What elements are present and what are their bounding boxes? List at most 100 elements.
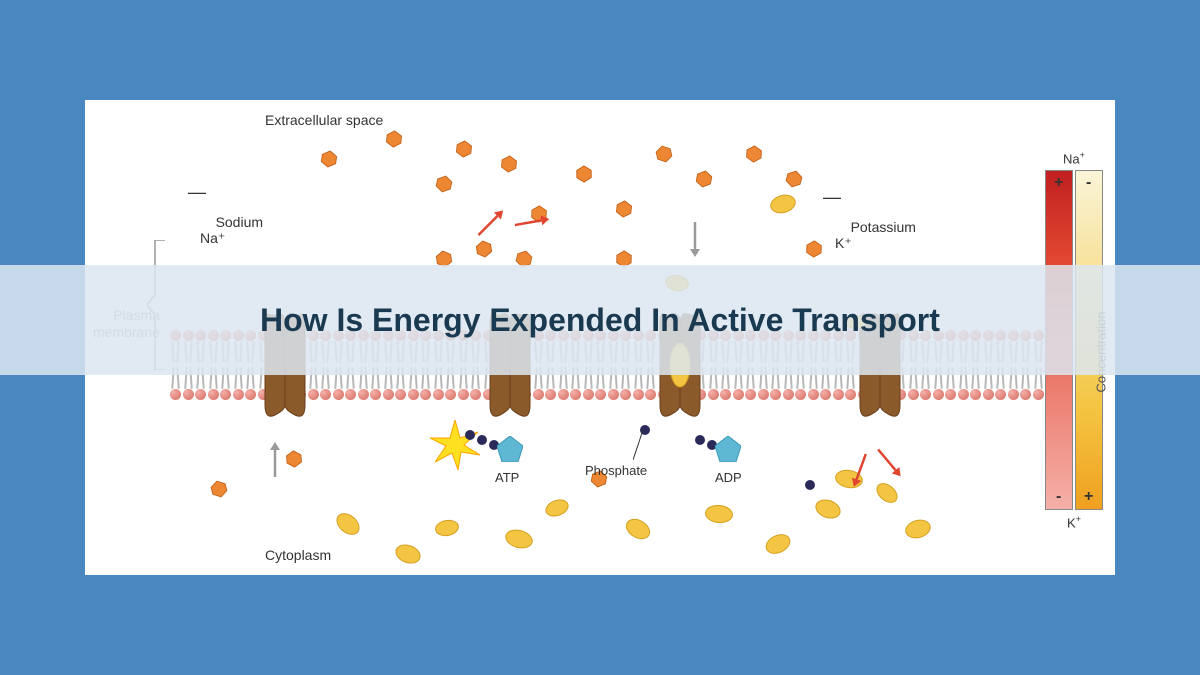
lipid-head — [220, 389, 231, 400]
sodium-ion-icon — [745, 145, 764, 164]
direction-arrow-icon — [514, 212, 552, 237]
potassium-ion-icon — [813, 496, 844, 522]
lipid-head — [208, 389, 219, 400]
label-adp: ADP — [715, 470, 742, 485]
atp-pentagon-icon — [497, 436, 523, 462]
sodium-ion-icon — [208, 478, 230, 500]
lipid-head — [608, 389, 619, 400]
label-cytoplasm: Cytoplasm — [265, 547, 331, 563]
plus-top-left: + — [1054, 174, 1063, 192]
lipid-head — [333, 389, 344, 400]
lipid-head — [470, 389, 481, 400]
lipid-head — [1008, 389, 1019, 400]
label-atp: ATP — [495, 470, 519, 485]
lipid-head — [420, 389, 431, 400]
sodium-ion-icon — [805, 240, 824, 259]
potassium-ion-icon — [903, 517, 933, 541]
sodium-ion-icon — [284, 449, 303, 468]
sodium-ion-icon — [384, 129, 404, 149]
lipid-head — [958, 389, 969, 400]
label-na: Na+ — [1063, 150, 1085, 166]
lipid-head — [570, 389, 581, 400]
lipid-head — [370, 389, 381, 400]
lipid-head — [358, 389, 369, 400]
lipid-head — [1033, 389, 1044, 400]
potassium-ion-icon — [543, 496, 571, 519]
phosphate-dot — [465, 430, 475, 440]
adp-pentagon-icon — [715, 436, 741, 462]
sodium-ion-icon — [319, 149, 339, 169]
direction-arrow-icon — [473, 205, 511, 243]
potassium-ion-icon — [434, 518, 460, 538]
label-sodium-text: Sodium Na⁺ — [200, 214, 263, 247]
title-banner: How Is Energy Expended In Active Transpo… — [0, 265, 1200, 375]
potassium-ion-icon — [704, 504, 733, 524]
lipid-head — [983, 389, 994, 400]
lipid-head — [733, 389, 744, 400]
label-potassium: — Potassium K⁺ — [835, 185, 916, 269]
direction-arrow-icon — [869, 445, 906, 484]
title-text: How Is Energy Expended In Active Transpo… — [260, 300, 940, 340]
sodium-ion-icon — [474, 239, 494, 259]
phosphate-dot — [805, 480, 815, 490]
potassium-ion-icon — [768, 192, 798, 216]
potassium-ion-icon — [332, 509, 363, 540]
lipid-head — [245, 389, 256, 400]
sodium-ion-icon — [783, 168, 805, 190]
sodium-ion-icon — [653, 143, 675, 165]
phosphate-dot — [477, 435, 487, 445]
sodium-ion-icon — [499, 154, 519, 174]
lipid-head — [783, 389, 794, 400]
lipid-head — [620, 389, 631, 400]
minus-bot-left: - — [1056, 488, 1061, 506]
plus-bot-right: + — [1084, 488, 1093, 506]
lipid-head — [445, 389, 456, 400]
lipid-head — [170, 389, 181, 400]
lipid-head — [808, 389, 819, 400]
lipid-head — [708, 389, 719, 400]
lipid-head — [558, 389, 569, 400]
lipid-head — [945, 389, 956, 400]
sodium-ion-icon — [614, 199, 634, 219]
direction-arrow-icon — [268, 442, 287, 477]
lipid-head — [345, 389, 356, 400]
lipid-head — [183, 389, 194, 400]
lipid-head — [970, 389, 981, 400]
lipid-head — [320, 389, 331, 400]
lipid-head — [833, 389, 844, 400]
direction-arrow-icon — [683, 222, 702, 257]
sodium-ion-icon — [433, 173, 454, 194]
phosphate-dot — [695, 435, 705, 445]
lipid-head — [758, 389, 769, 400]
lipid-head — [745, 389, 756, 400]
lipid-head — [1020, 389, 1031, 400]
lipid-head — [720, 389, 731, 400]
sodium-ion-icon — [454, 139, 474, 159]
lipid-head — [383, 389, 394, 400]
label-k: K+ — [1067, 514, 1081, 530]
lipid-head — [583, 389, 594, 400]
label-sodium: — Sodium Na⁺ — [200, 180, 263, 264]
lipid-head — [233, 389, 244, 400]
lipid-head — [933, 389, 944, 400]
lipid-head — [795, 389, 806, 400]
lipid-head — [595, 389, 606, 400]
lipid-head — [433, 389, 444, 400]
lipid-head — [995, 389, 1006, 400]
potassium-ion-icon — [762, 530, 793, 557]
phosphate-pointer — [633, 430, 653, 465]
lipid-head — [545, 389, 556, 400]
sodium-ion-icon — [575, 165, 593, 183]
potassium-ion-icon — [503, 527, 535, 552]
potassium-ion-icon — [622, 515, 654, 544]
lipid-head — [820, 389, 831, 400]
lipid-head — [395, 389, 406, 400]
label-phosphate: Phosphate — [585, 463, 647, 478]
label-extracellular: Extracellular space — [265, 112, 383, 128]
minus-top-right: - — [1086, 174, 1091, 192]
atp-burst-icon — [430, 420, 480, 470]
lipid-head — [770, 389, 781, 400]
sodium-ion-icon — [693, 168, 714, 189]
lipid-head — [458, 389, 469, 400]
lipid-head — [920, 389, 931, 400]
